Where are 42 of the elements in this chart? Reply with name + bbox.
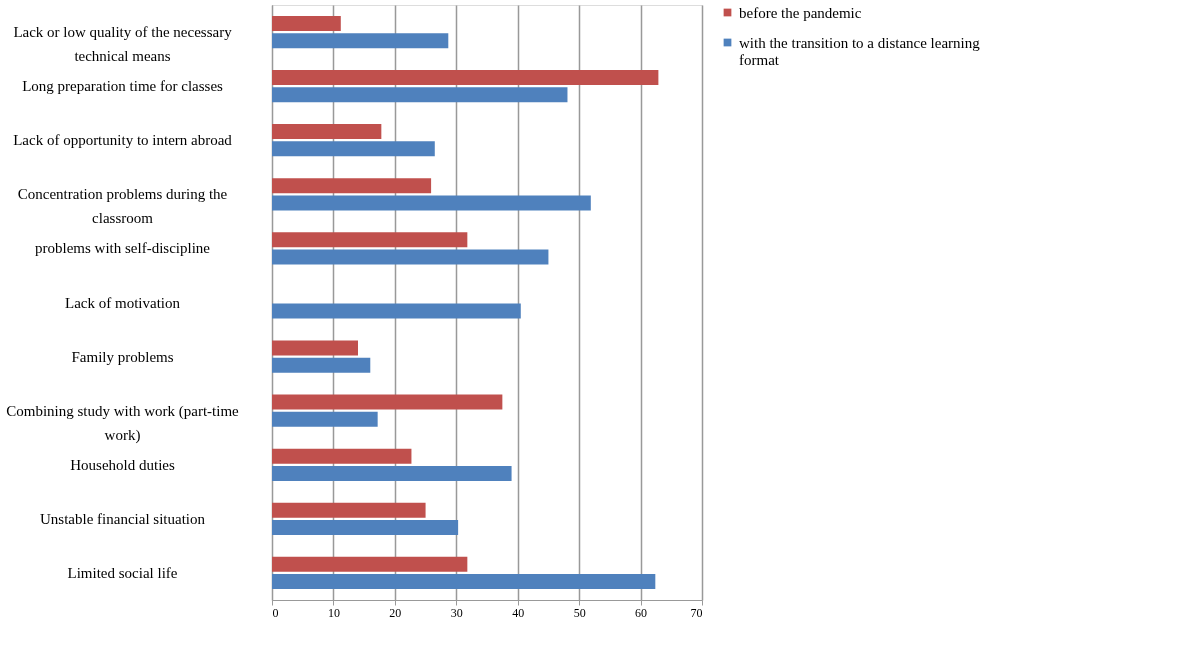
x-tick-label: 20 [389, 605, 402, 620]
bar [272, 556, 468, 572]
bar [272, 178, 432, 194]
x-tick-label: 0 [272, 605, 279, 620]
x-tick-label: 40 [512, 605, 525, 620]
x-tick-label: 30 [450, 605, 463, 620]
bar [272, 340, 358, 356]
bar [272, 33, 449, 49]
bar [272, 232, 468, 248]
y-tick-label: Unstable financial situation [40, 510, 206, 527]
y-tick-label: Family problems [71, 348, 174, 365]
bar [272, 15, 341, 31]
y-tick-label: problems with self-discipline [35, 240, 211, 257]
legend-label: with the transition to a distance learning format [739, 34, 981, 68]
x-tick-label: 70 [690, 605, 703, 620]
bar [272, 195, 591, 211]
y-tick-label: Lack or low quality of the necessary technical means [13, 24, 233, 65]
bar [272, 124, 382, 140]
bar [272, 411, 378, 427]
x-tick-label: 10 [327, 605, 340, 620]
bar [272, 574, 656, 590]
bar [272, 465, 512, 481]
y-tick-label: Lack of motivation [65, 294, 181, 311]
y-tick-label: Combining study with work (part-time work) [6, 402, 240, 444]
x-tick-label: 50 [573, 605, 586, 620]
y-tick-label: Long preparation time for classes [22, 78, 224, 95]
bar [272, 502, 426, 518]
y-tick-label: Household duties [70, 456, 175, 473]
bar [272, 249, 549, 265]
bar [272, 357, 371, 373]
y-tick-label: Lack of opportunity to intern abroad [13, 132, 233, 149]
legend-label: before the pandemic [739, 4, 862, 21]
bar [272, 141, 435, 157]
y-tick-label: Concentration problems during the classroom [17, 186, 228, 227]
bar [272, 87, 568, 103]
bar [272, 303, 521, 319]
y-tick-label: Limited social life [67, 564, 178, 581]
bar [272, 70, 659, 86]
bar [272, 519, 459, 535]
bar [272, 394, 503, 410]
bar [272, 448, 412, 464]
x-tick-label: 60 [635, 605, 648, 620]
